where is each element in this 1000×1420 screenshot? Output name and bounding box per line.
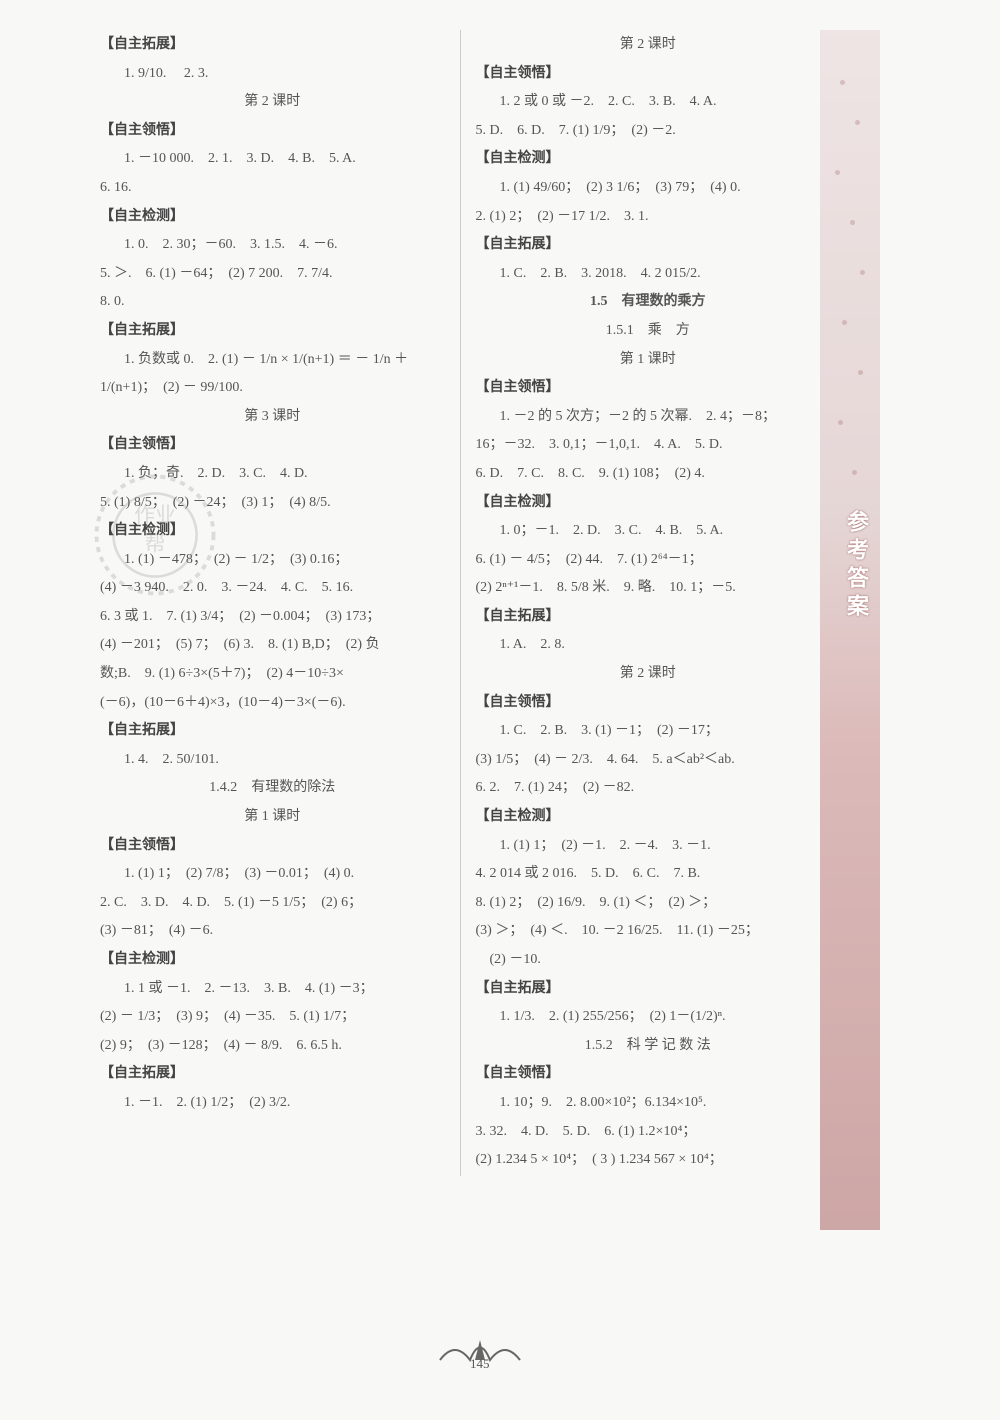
answer-line: 6. 16.: [100, 175, 445, 202]
answer-line: 1. A. 2. 8.: [476, 632, 821, 659]
answer-line: (3) 1/5； (4) － 2/3. 4. 64. 5. a＜ab²＜ab.: [476, 747, 821, 774]
answer-line: 6. (1) － 4/5； (2) 44. 7. (1) 2⁶⁴－1；: [476, 547, 821, 574]
answer-line: 1. 9/10. 2. 3.: [100, 61, 445, 88]
section-heading: 【自主领悟】: [476, 375, 821, 402]
answer-line: 1. 4. 2. 50/101.: [100, 747, 445, 774]
subheading: 1.5 有理数的乘方: [476, 289, 821, 316]
section-heading: 【自主拓展】: [100, 718, 445, 745]
answer-line: 1. 负；奇. 2. D. 3. C. 4. D.: [100, 461, 445, 488]
answer-line: 1. (1) 1； (2) －1. 2. －4. 3. －1.: [476, 833, 821, 860]
subheading: 第 1 课时: [100, 804, 445, 831]
subheading: 第 2 课时: [476, 661, 821, 688]
answer-line: 2. (1) 2； (2) －17 1/2. 3. 1.: [476, 204, 821, 231]
answer-line: (3) ＞； (4) ＜. 10. －2 16/25. 11. (1) －25；: [476, 918, 821, 945]
section-heading: 【自主领悟】: [476, 61, 821, 88]
answer-line: 1. 10；9. 2. 8.00×10²；6.134×10⁵.: [476, 1090, 821, 1117]
answer-line: 1. －2 的 5 次方；－2 的 5 次幂. 2. 4；－8；: [476, 404, 821, 431]
answer-line: 6. 2. 7. (1) 24； (2) －82.: [476, 775, 821, 802]
answer-line: (3) －81； (4) －6.: [100, 918, 445, 945]
answer-line: 1. 0；－1. 2. D. 3. C. 4. B. 5. A.: [476, 518, 821, 545]
section-heading: 【自主检测】: [100, 204, 445, 231]
section-heading: 【自主检测】: [476, 490, 821, 517]
answer-line: 1. (1) 1； (2) 7/8； (3) －0.01； (4) 0.: [100, 861, 445, 888]
subheading: 第 2 课时: [476, 32, 821, 59]
section-heading: 【自主检测】: [476, 804, 821, 831]
answer-line: (－6)，(10－6＋4)×3，(10－4)－3×(－6).: [100, 690, 445, 717]
section-heading: 【自主领悟】: [100, 118, 445, 145]
answer-line: 1. －1. 2. (1) 1/2； (2) 3/2.: [100, 1090, 445, 1117]
section-heading: 【自主拓展】: [100, 32, 445, 59]
answer-line: 4. 2 014 或 2 016. 5. D. 6. C. 7. B.: [476, 861, 821, 888]
subheading: 1.4.2 有理数的除法: [100, 775, 445, 802]
page: 参考答案 【自主拓展】 1. 9/10. 2. 3. 第 2 课时 【自主领悟】…: [0, 0, 1000, 1420]
section-heading: 【自主领悟】: [476, 1061, 821, 1088]
answer-line: (2) 9； (3) －128； (4) － 8/9. 6. 6.5 h.: [100, 1033, 445, 1060]
answer-line: 1. (1) －478； (2) － 1/2； (3) 0.16；: [100, 547, 445, 574]
section-heading: 【自主检测】: [100, 947, 445, 974]
right-column: 第 2 课时 【自主领悟】 1. 2 或 0 或 －2. 2. C. 3. B.…: [461, 30, 821, 1176]
answer-line: (2) －10.: [476, 947, 821, 974]
section-heading: 【自主拓展】: [476, 604, 821, 631]
answer-line: 1. C. 2. B. 3. (1) －1； (2) －17；: [476, 718, 821, 745]
answer-line: 5. D. 6. D. 7. (1) 1/9； (2) －2.: [476, 118, 821, 145]
answer-line: (2) 2ⁿ⁺¹－1. 8. 5/8 米. 9. 略. 10. 1；－5.: [476, 575, 821, 602]
section-heading: 【自主领悟】: [100, 432, 445, 459]
answer-line: 1. (1) 49/60； (2) 3 1/6； (3) 79； (4) 0.: [476, 175, 821, 202]
subheading: 第 3 课时: [100, 404, 445, 431]
answer-line: 5. (1) 8/5； (2) －24； (3) 1； (4) 8/5.: [100, 490, 445, 517]
subheading: 1.5.1 乘 方: [476, 318, 821, 345]
answer-line: 2. C. 3. D. 4. D. 5. (1) －5 1/5； (2) 6；: [100, 890, 445, 917]
answer-line: 1. 2 或 0 或 －2. 2. C. 3. B. 4. A.: [476, 89, 821, 116]
answer-line: 3. 32. 4. D. 5. D. 6. (1) 1.2×10⁴；: [476, 1119, 821, 1146]
answer-line: (2) － 1/3； (3) 9； (4) －35. 5. (1) 1/7；: [100, 1004, 445, 1031]
decorative-dots: [830, 60, 870, 560]
section-heading: 【自主检测】: [476, 146, 821, 173]
answer-line: 数;B. 9. (1) 6÷3×(5＋7)； (2) 4－10÷3×: [100, 661, 445, 688]
answer-line: (2) 1.234 5 × 10⁴； ( 3 ) 1.234 567 × 10⁴…: [476, 1147, 821, 1174]
subheading: 1.5.2 科 学 记 数 法: [476, 1033, 821, 1060]
answer-line: 1. 1/3. 2. (1) 255/256； (2) 1－(1/2)ⁿ.: [476, 1004, 821, 1031]
answer-line: 1. 负数或 0. 2. (1) － 1/n × 1/(n+1) ＝ － 1/n…: [100, 347, 445, 374]
subheading: 第 2 课时: [100, 89, 445, 116]
answer-line: 1. 1 或 －1. 2. －13. 3. B. 4. (1) －3；: [100, 976, 445, 1003]
content-columns: 【自主拓展】 1. 9/10. 2. 3. 第 2 课时 【自主领悟】 1. －…: [100, 30, 820, 1176]
answer-line: 6. 3 或 1. 7. (1) 3/4； (2) －0.004； (3) 17…: [100, 604, 445, 631]
answer-line: 8. (1) 2； (2) 16/9. 9. (1) ＜； (2) ＞；: [476, 890, 821, 917]
answer-line: 1. 0. 2. 30；－60. 3. 1.5. 4. －6.: [100, 232, 445, 259]
answer-line: 1. －10 000. 2. 1. 3. D. 4. B. 5. A.: [100, 146, 445, 173]
subheading: 第 1 课时: [476, 347, 821, 374]
section-heading: 【自主拓展】: [476, 976, 821, 1003]
answer-line: 1. C. 2. B. 3. 2018. 4. 2 015/2.: [476, 261, 821, 288]
section-heading: 【自主拓展】: [100, 318, 445, 345]
section-heading: 【自主拓展】: [100, 1061, 445, 1088]
section-heading: 【自主检测】: [100, 518, 445, 545]
answer-line: 8. 0.: [100, 289, 445, 316]
answer-line: 5. ＞. 6. (1) －64； (2) 7 200. 7. 7/4.: [100, 261, 445, 288]
section-heading: 【自主领悟】: [476, 690, 821, 717]
answer-line: (4) －201； (5) 7； (6) 3. 8. (1) B,D； (2) …: [100, 632, 445, 659]
section-heading: 【自主拓展】: [476, 232, 821, 259]
answer-line: (4) －3 940. 2. 0. 3. －24. 4. C. 5. 16.: [100, 575, 445, 602]
left-column: 【自主拓展】 1. 9/10. 2. 3. 第 2 课时 【自主领悟】 1. －…: [100, 30, 461, 1176]
page-number: 145: [470, 1356, 490, 1372]
answer-line: 16；－32. 3. 0,1；－1,0,1. 4. A. 5. D.: [476, 432, 821, 459]
answer-line: 1/(n+1)； (2) － 99/100.: [100, 375, 445, 402]
answer-line: 6. D. 7. C. 8. C. 9. (1) 108； (2) 4.: [476, 461, 821, 488]
section-heading: 【自主领悟】: [100, 833, 445, 860]
